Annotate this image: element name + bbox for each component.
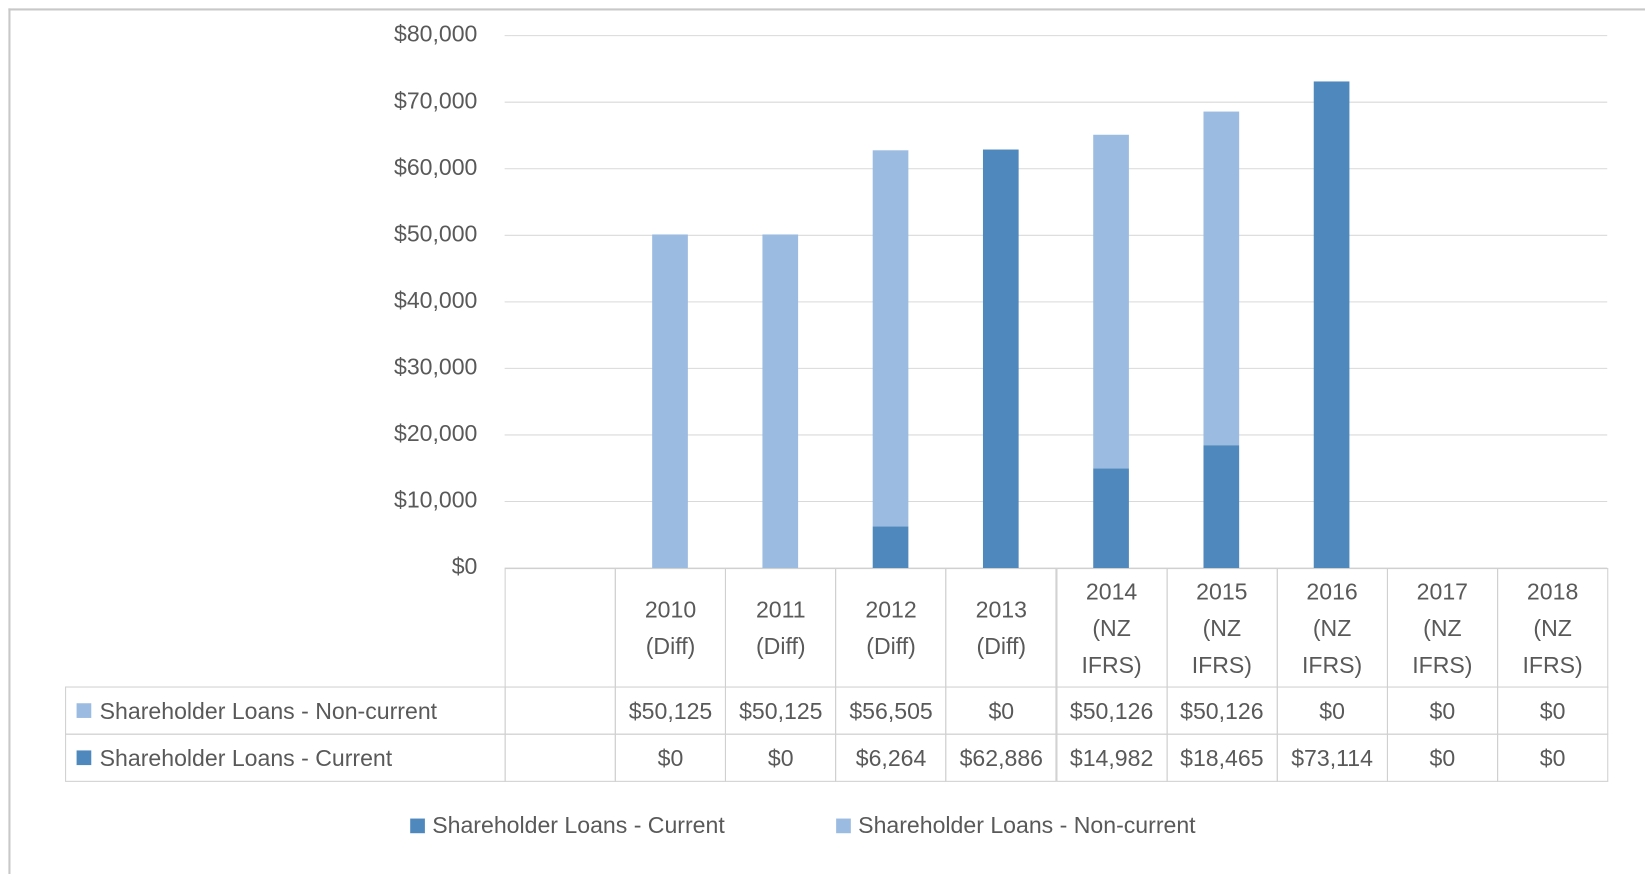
- y-tick-label: $80,000: [394, 21, 477, 47]
- chart-frame: [8, 8, 1645, 874]
- value-label: $56,505: [849, 697, 933, 724]
- legend-item: Shareholder Loans - Non-current: [836, 811, 1196, 840]
- table-row-label: Shareholder Loans - Non-current: [65, 686, 506, 735]
- y-tick-label: $30,000: [394, 354, 477, 380]
- series-name: Shareholder Loans - Non-current: [99, 697, 438, 724]
- legend-key: [76, 703, 92, 718]
- category-label: 2015 (NZ IFRS): [1191, 578, 1252, 678]
- value-label: $0: [988, 697, 1015, 724]
- table-cell: $0: [945, 686, 1057, 735]
- table-cell: $0: [1276, 686, 1388, 735]
- value-label: $0: [1429, 697, 1456, 724]
- table-cell: $50,125: [614, 686, 727, 735]
- table-cell: $0: [1386, 733, 1499, 782]
- bar-segment: [982, 149, 1019, 569]
- table-header-cell: 2018 (NZ IFRS): [1496, 568, 1609, 688]
- table-row-label: Shareholder Loans - Current: [65, 733, 506, 782]
- table-cell: $50,126: [1166, 686, 1278, 735]
- table-cell: [504, 733, 616, 782]
- value-label: $50,126: [1180, 697, 1264, 724]
- y-tick-label: $60,000: [394, 154, 477, 180]
- bar-segment: [1093, 468, 1129, 569]
- table-cell: $6,264: [835, 733, 947, 782]
- series-name: Shareholder Loans - Current: [99, 744, 393, 771]
- value-label: $73,114: [1291, 744, 1373, 771]
- table-cell: $62,886: [945, 733, 1057, 782]
- table-header-cell: 2017 (NZ IFRS): [1386, 568, 1499, 688]
- value-label: $0: [1539, 744, 1566, 771]
- table-header-cell: 2010 (Diff): [614, 568, 727, 688]
- table-cell: $0: [614, 733, 727, 782]
- value-label: $6,264: [855, 744, 927, 771]
- bar-segment: [872, 526, 909, 569]
- value-label: $0: [657, 744, 684, 771]
- table-cell: [504, 686, 616, 735]
- y-tick-label: $40,000: [394, 287, 477, 313]
- category-label: 2016 (NZ IFRS): [1301, 578, 1363, 678]
- table-cell: $0: [725, 733, 837, 782]
- bar-segment: [1203, 111, 1240, 446]
- table-header-cell: 2015 (NZ IFRS): [1166, 568, 1278, 688]
- bar-segment: [1093, 134, 1129, 469]
- value-label: $62,886: [959, 744, 1044, 771]
- y-tick-label: $50,000: [394, 220, 477, 246]
- legend-key: [836, 818, 851, 834]
- category-label: 2011 (Diff): [755, 596, 806, 660]
- category-label: 2013 (Diff): [975, 596, 1027, 660]
- table-header-cell: 2012 (Diff): [835, 568, 947, 688]
- category-label: 2012 (Diff): [865, 596, 917, 660]
- y-tick-label: $20,000: [394, 420, 477, 446]
- category-label: 2014 (NZ IFRS): [1081, 578, 1142, 678]
- bar-segment: [652, 234, 688, 569]
- legend-label: Shareholder Loans - Current: [432, 812, 725, 839]
- category-label: 2017 (NZ IFRS): [1412, 578, 1473, 678]
- value-label: $50,126: [1069, 697, 1154, 724]
- bar-segment: [1313, 81, 1350, 569]
- value-label: $50,125: [628, 697, 713, 724]
- table-cell: $50,125: [725, 686, 837, 735]
- table-header-cell: [504, 568, 616, 688]
- legend-key: [410, 818, 425, 834]
- legend-item: Shareholder Loans - Current: [410, 811, 725, 840]
- value-label: $50,125: [739, 697, 823, 724]
- legend-key: [76, 750, 92, 766]
- table-header-cell: 2016 (NZ IFRS): [1276, 568, 1388, 688]
- bar-segment: [1203, 445, 1240, 569]
- table-cell: $0: [1386, 686, 1499, 735]
- value-label: $0: [1539, 697, 1566, 724]
- table-cell: $0: [1496, 686, 1609, 735]
- table-header-cell: 2011 (Diff): [725, 568, 837, 688]
- table-cell: $18,465: [1166, 733, 1278, 782]
- value-label: $0: [1319, 697, 1345, 724]
- table-cell: $56,505: [835, 686, 947, 735]
- value-label: $0: [1429, 744, 1456, 771]
- y-tick-label: $70,000: [394, 87, 477, 113]
- category-label: 2018 (NZ IFRS): [1522, 578, 1583, 678]
- legend-label: Shareholder Loans - Non-current: [858, 812, 1196, 839]
- value-label: $0: [767, 744, 794, 771]
- y-tick-label: $0: [452, 553, 478, 579]
- bar-segment: [762, 234, 799, 569]
- category-label: 2010 (Diff): [644, 596, 697, 660]
- table-cell: $14,982: [1055, 733, 1168, 782]
- table-header-cell: 2013 (Diff): [945, 568, 1057, 688]
- table-cell: $50,126: [1055, 686, 1168, 735]
- bar-segment: [872, 150, 909, 527]
- value-label: $18,465: [1180, 744, 1264, 771]
- table-cell: $0: [1496, 733, 1609, 782]
- y-tick-label: $10,000: [394, 487, 477, 513]
- table-cell: $73,114: [1276, 733, 1388, 782]
- table-header-cell: 2014 (NZ IFRS): [1055, 568, 1168, 688]
- value-label: $14,982: [1069, 744, 1154, 771]
